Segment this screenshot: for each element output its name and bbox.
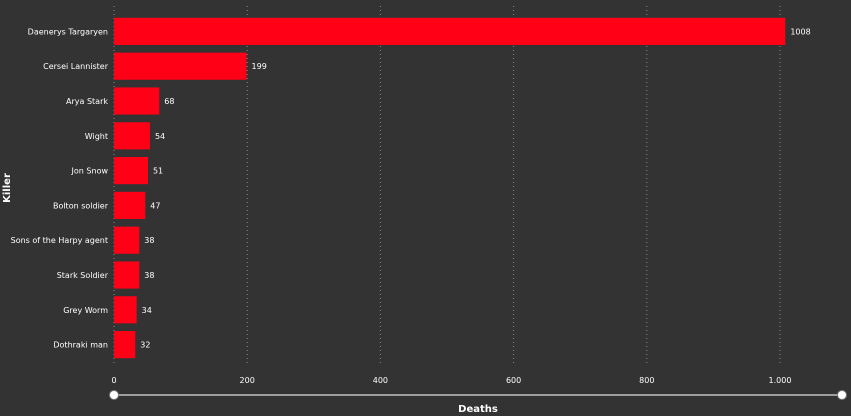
data-label: 38 <box>144 236 154 245</box>
category-label: Cersei Lannister <box>43 62 109 71</box>
bar[interactable] <box>114 122 150 150</box>
x-tick-label: 200 <box>240 376 255 385</box>
y-axis-title: Killer <box>2 173 13 203</box>
bar[interactable] <box>114 331 136 359</box>
data-label: 47 <box>150 201 160 210</box>
data-label: 51 <box>153 167 163 176</box>
bar[interactable] <box>114 226 140 254</box>
bar[interactable] <box>114 261 140 289</box>
category-label: Wight <box>85 132 108 141</box>
x-tick-label: 400 <box>373 376 388 385</box>
category-label: Daenerys Targaryen <box>28 27 108 36</box>
bars <box>114 17 786 359</box>
category-label: Dothraki man <box>53 341 108 350</box>
data-label: 1008 <box>790 27 810 36</box>
bar[interactable] <box>114 17 786 45</box>
bar[interactable] <box>114 296 137 324</box>
category-label: Arya Stark <box>66 97 108 106</box>
category-label: Grey Worm <box>63 306 108 315</box>
bar[interactable] <box>114 52 247 80</box>
x-tick-label: 600 <box>506 376 521 385</box>
data-label: 68 <box>164 97 174 106</box>
x-tick-label: 0 <box>111 376 116 385</box>
labels: 0 200 400 600 800 1.000 Daenerys Targaryen 1008… <box>11 27 811 385</box>
bar[interactable] <box>114 191 146 219</box>
category-label: Stark Soldier <box>57 271 109 280</box>
data-label: 32 <box>140 341 150 350</box>
range-slider[interactable] <box>109 390 847 400</box>
category-label: Bolton soldier <box>53 201 109 210</box>
data-label: 34 <box>142 306 152 315</box>
data-label: 199 <box>252 62 267 71</box>
range-slider-left-handle[interactable] <box>109 390 119 400</box>
bar[interactable] <box>114 157 148 185</box>
x-tick-label: 1.000 <box>769 376 792 385</box>
data-label: 38 <box>144 271 154 280</box>
category-label: Sons of the Harpy agent <box>11 236 108 245</box>
bar[interactable] <box>114 87 160 115</box>
range-slider-right-handle[interactable] <box>837 390 847 400</box>
x-axis-title: Deaths <box>458 404 498 415</box>
x-tick-label: 800 <box>639 376 654 385</box>
category-label: Jon Snow <box>71 167 109 176</box>
data-label: 54 <box>155 132 165 141</box>
